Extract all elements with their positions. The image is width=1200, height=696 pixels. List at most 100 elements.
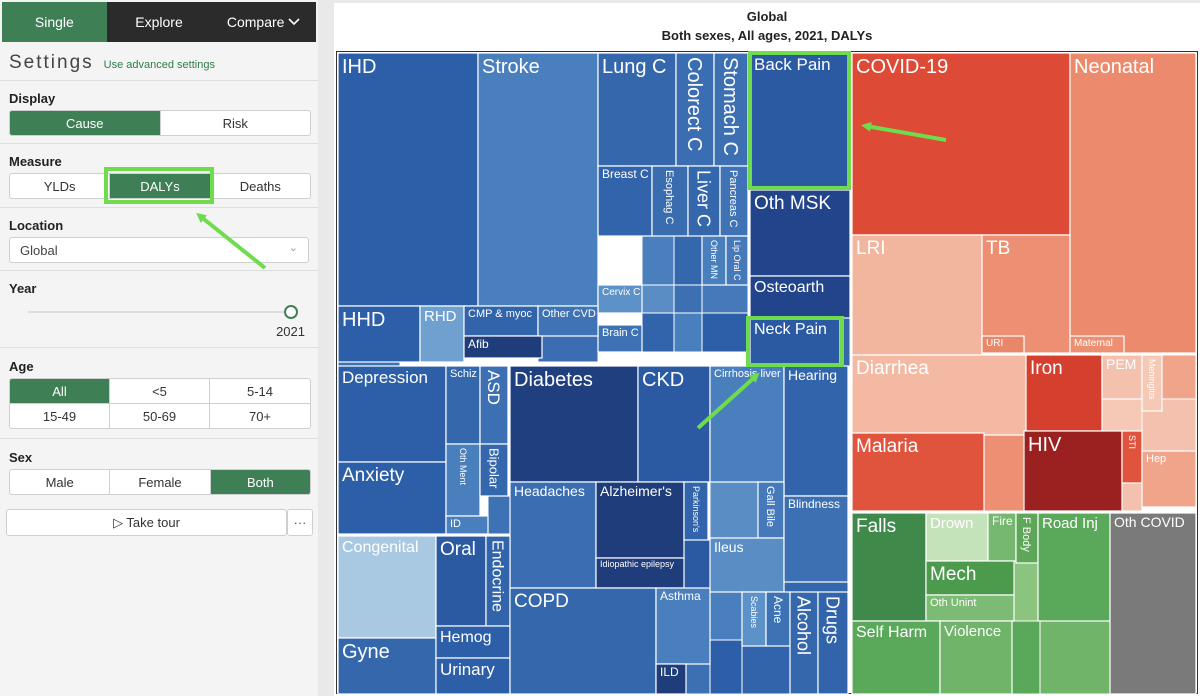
treemap-cell-cervix-c[interactable] <box>597 284 643 314</box>
treemap-cell-schiz[interactable] <box>445 365 481 445</box>
treemap-cell-mech[interactable] <box>925 560 1015 596</box>
display-risk-button[interactable]: Risk <box>222 115 248 131</box>
treemap-filler-cell[interactable] <box>673 235 703 286</box>
treemap-cell-id[interactable] <box>445 515 489 535</box>
treemap-cell-road-inj[interactable] <box>1037 512 1111 622</box>
treemap-filler-cell[interactable] <box>487 495 511 535</box>
treemap-cell-idiopathic-epilepsy[interactable] <box>595 557 685 589</box>
treemap-cell-uri[interactable] <box>981 335 1025 354</box>
treemap-cell-hhd[interactable] <box>337 305 421 363</box>
treemap-filler-cell[interactable] <box>1101 398 1143 432</box>
display-cause-button[interactable]: Cause <box>10 111 161 135</box>
treemap-filler-cell[interactable] <box>839 317 851 367</box>
treemap-cell-oth-ment[interactable] <box>445 443 481 517</box>
treemap-cell-parkinson-s[interactable] <box>683 481 709 541</box>
treemap-filler-cell[interactable] <box>783 581 849 593</box>
treemap-cell-other-mn[interactable] <box>701 235 727 286</box>
treemap-cell-pancreas-c[interactable] <box>719 165 749 237</box>
treemap-cell-hep[interactable] <box>1141 450 1197 508</box>
treemap-filler-cell[interactable] <box>683 539 711 589</box>
year-slider-handle[interactable] <box>284 305 298 319</box>
treemap-cell-urinary[interactable] <box>435 657 511 694</box>
location-select[interactable]: Global ⌄ <box>9 237 309 263</box>
treemap-cell-copd[interactable] <box>509 587 657 694</box>
treemap-filler-cell[interactable] <box>641 235 675 286</box>
treemap-cell-diarrhea[interactable] <box>851 354 1027 436</box>
treemap-cell-bipolar[interactable] <box>479 443 509 497</box>
treemap-cell-blindness[interactable] <box>783 495 849 583</box>
treemap-cell-cirrhosis-liver[interactable] <box>709 365 785 483</box>
treemap-filler-cell[interactable] <box>983 432 1025 512</box>
treemap-cell-scabies[interactable] <box>741 591 767 647</box>
treemap-cell-hearing[interactable] <box>783 365 849 497</box>
treemap-cell-ihd[interactable] <box>337 52 479 307</box>
treemap-filler-cell[interactable] <box>641 312 675 353</box>
tab-explore[interactable]: Explore <box>107 2 212 42</box>
advanced-settings-link[interactable]: Use advanced settings <box>103 59 215 71</box>
treemap-cell-afib[interactable] <box>463 335 543 359</box>
treemap-cell-alzheimer-s[interactable] <box>595 481 685 559</box>
treemap-filler-cell[interactable] <box>1161 354 1197 400</box>
treemap-cell-acne[interactable] <box>765 591 791 647</box>
age-under5-button[interactable]: <5 <box>110 379 210 404</box>
treemap-cell-brain-c[interactable] <box>597 324 643 353</box>
tab-single[interactable]: Single <box>2 2 107 42</box>
sex-male-button[interactable]: Male <box>10 470 111 494</box>
treemap-cell-neonatal[interactable] <box>1069 52 1197 354</box>
treemap-filler-cell[interactable] <box>537 335 599 363</box>
treemap-filler-cell[interactable] <box>709 639 743 694</box>
treemap-cell-pem[interactable] <box>1101 354 1143 400</box>
treemap-cell-stroke[interactable] <box>477 52 599 307</box>
treemap-cell-lip-oral-c[interactable] <box>725 235 749 286</box>
tab-compare[interactable]: Compare <box>211 2 316 42</box>
treemap-filler-cell[interactable] <box>685 663 711 694</box>
treemap-cell-violence[interactable] <box>939 620 1013 694</box>
treemap-filler-cell[interactable] <box>741 645 791 694</box>
treemap-filler-cell[interactable] <box>1039 620 1111 694</box>
treemap-cell-fire[interactable] <box>987 512 1017 562</box>
treemap-filler-cell[interactable] <box>1013 560 1039 622</box>
treemap-cell-covid-19[interactable] <box>851 52 1071 236</box>
measure-deaths-button[interactable]: Deaths <box>239 178 281 194</box>
treemap-filler-cell[interactable] <box>673 312 703 353</box>
treemap-cell-gyne[interactable] <box>337 637 437 694</box>
treemap-cell-liver-c[interactable] <box>687 165 721 237</box>
treemap-cell-meningitis[interactable] <box>1141 354 1163 412</box>
age-70plus-button[interactable]: 70+ <box>248 408 272 424</box>
sex-both-button[interactable]: Both <box>210 470 310 494</box>
treemap-cell-drugs[interactable] <box>817 591 849 694</box>
treemap-cell-asd[interactable] <box>479 365 509 445</box>
sex-female-button[interactable]: Female <box>110 470 211 494</box>
treemap-cell-maternal[interactable] <box>1069 335 1125 354</box>
age-all-button[interactable]: All <box>10 379 110 404</box>
treemap-cell-drown[interactable] <box>925 512 989 562</box>
treemap-cell-breast-c[interactable] <box>597 165 653 237</box>
age-5-14-button[interactable]: 5-14 <box>210 379 310 404</box>
treemap-filler-cell[interactable] <box>1011 620 1041 694</box>
treemap-filler-cell[interactable] <box>709 591 743 641</box>
treemap-cell-depression[interactable] <box>337 365 447 463</box>
take-tour-button[interactable]: ▷ Take tour <box>6 509 287 536</box>
treemap-cell-other-cvd[interactable] <box>537 305 599 337</box>
treemap-cell-alcohol[interactable] <box>789 591 819 694</box>
year-slider-track[interactable] <box>28 311 290 313</box>
treemap-filler-cell[interactable] <box>709 481 759 539</box>
treemap-cell-ild[interactable] <box>655 663 687 694</box>
treemap-filler-cell[interactable] <box>641 284 675 314</box>
treemap-cell-tb[interactable] <box>981 234 1071 354</box>
treemap-filler-cell[interactable] <box>701 284 749 314</box>
treemap-filler-cell[interactable] <box>1121 482 1143 512</box>
treemap-filler-cell[interactable] <box>673 284 703 314</box>
treemap-cell-oth-covid[interactable] <box>1109 512 1197 694</box>
measure-ylds-button[interactable]: YLDs <box>10 174 111 198</box>
more-options-button[interactable]: ··· <box>287 509 313 536</box>
measure-dalys-button[interactable]: DALYs <box>110 174 211 198</box>
treemap-filler-cell[interactable] <box>701 312 749 353</box>
treemap-cell-lung-c[interactable] <box>597 52 677 167</box>
treemap-cell-ileus[interactable] <box>709 537 785 593</box>
age-15-49-button[interactable]: 15-49 <box>10 404 110 428</box>
treemap-cell-anxiety[interactable] <box>337 461 447 535</box>
treemap-cell-asthma[interactable] <box>655 587 711 665</box>
age-50-69-button[interactable]: 50-69 <box>110 404 210 428</box>
treemap-cell-lri[interactable] <box>851 234 983 356</box>
